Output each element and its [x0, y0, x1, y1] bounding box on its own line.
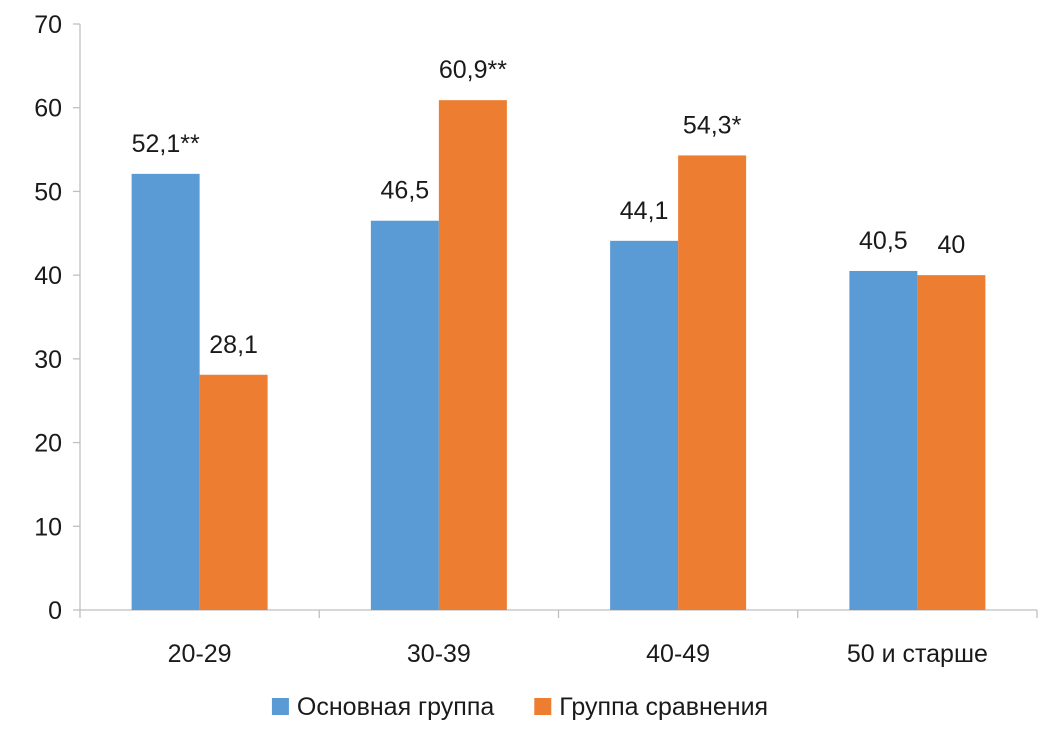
legend-swatch: [534, 698, 552, 715]
data-label: 28,1: [209, 331, 258, 359]
bar-main-group: [610, 240, 679, 610]
y-tick-label: 70: [34, 11, 62, 39]
bars: [131, 100, 986, 611]
y-tick-label: 50: [34, 178, 62, 206]
y-tick-label: 20: [34, 430, 62, 458]
data-label: 54,3*: [683, 111, 742, 139]
y-tick-label: 0: [48, 597, 62, 625]
y-tick-label: 30: [34, 346, 62, 374]
x-tick-label: 50 и старше: [847, 640, 988, 668]
y-tick-label: 60: [34, 95, 62, 123]
bar-comparison-group: [917, 275, 986, 610]
x-tick-label: 20-29: [168, 640, 232, 668]
legend: Основная группа Группа сравнения: [271, 693, 768, 721]
data-label: 52,1**: [132, 130, 200, 158]
legend-label: Основная группа: [297, 693, 494, 721]
legend-label: Группа сравнения: [559, 693, 768, 721]
bar-main-group: [849, 270, 918, 610]
bar-main-group: [370, 220, 439, 610]
x-tick-label: 40-49: [646, 640, 710, 668]
bar-main-group: [131, 173, 200, 610]
data-label: 46,5: [381, 177, 430, 205]
data-label: 44,1: [620, 197, 669, 225]
bar-comparison-group: [199, 374, 268, 610]
bar-comparison-group: [678, 155, 747, 610]
legend-swatch: [271, 698, 289, 715]
x-tick-label: 30-39: [407, 640, 471, 668]
data-label: 40: [937, 231, 965, 259]
data-label: 60,9**: [439, 56, 507, 84]
data-label: 40,5: [859, 227, 908, 255]
y-tick-label: 10: [34, 513, 62, 541]
axes: 0 10 20 30 40 50 60 70 20-29 30-39 40-49 50 и старш…: [34, 11, 1038, 668]
y-tick-label: 40: [34, 262, 62, 290]
bar-comparison-group: [438, 100, 507, 611]
data-labels: 52,1** 28,1 46,5 60,9** 44,1 54,3* 40,5 40: [132, 56, 966, 359]
